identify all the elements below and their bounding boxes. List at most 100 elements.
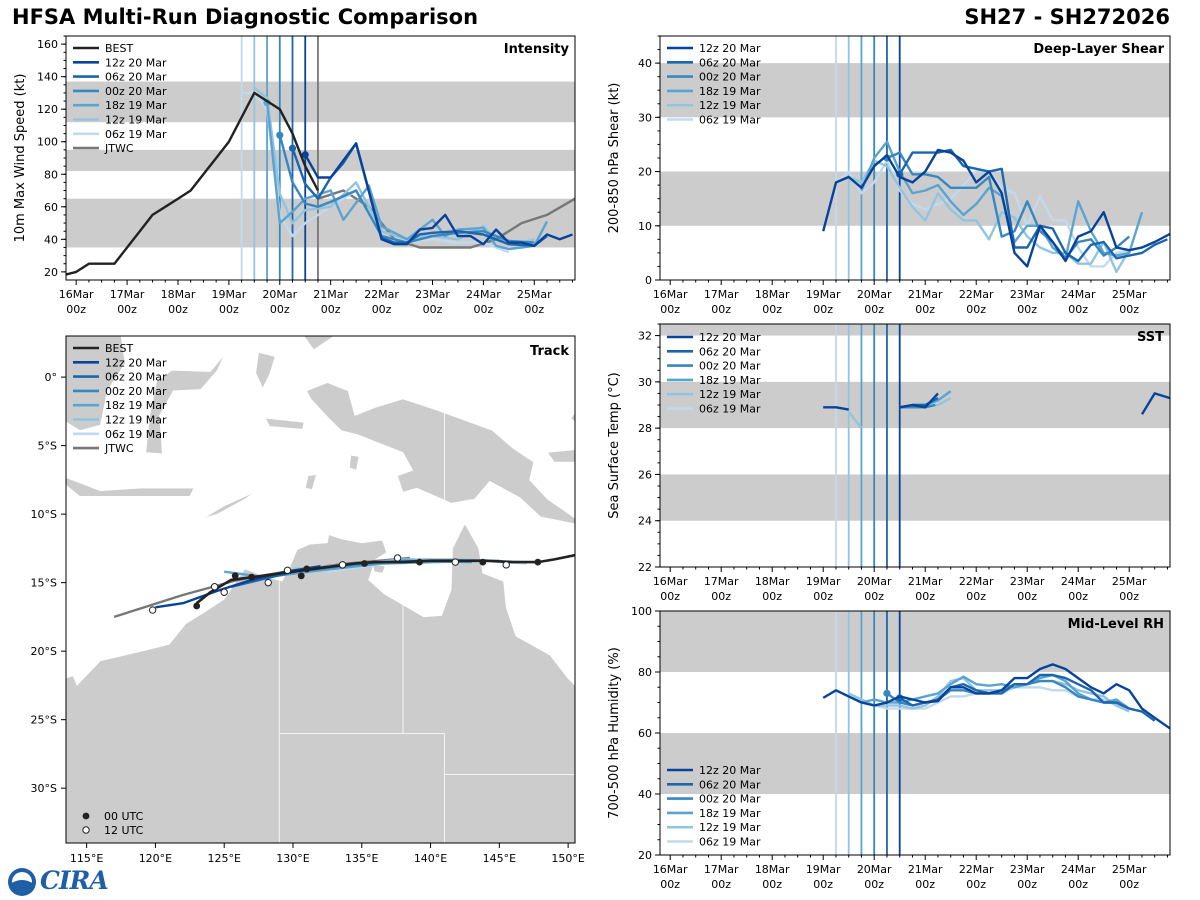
rh-ytick-label-1: 40 bbox=[638, 788, 652, 801]
sst-xtick-day-2: 18Mar bbox=[755, 575, 790, 588]
intensity-xtick-day-5: 21Mar bbox=[313, 288, 348, 301]
land-mass-7 bbox=[66, 477, 195, 497]
track-point-00utc-0 bbox=[534, 558, 542, 566]
intensity-ytick-label-1: 40 bbox=[44, 233, 58, 246]
track-point-00utc-5 bbox=[248, 573, 256, 581]
track-point-00utc-6 bbox=[193, 602, 201, 610]
track-xtick-label-5: 140°E bbox=[414, 852, 447, 865]
sst-xtick-hour-8: 00z bbox=[1068, 590, 1088, 603]
intensity-legend-label-5: 12z 19 Mar bbox=[105, 114, 167, 127]
sst-legend-label-4: 12z 19 Mar bbox=[699, 388, 761, 401]
sst-frame bbox=[659, 323, 1171, 568]
land-mass-4 bbox=[255, 352, 276, 389]
shear-title: Deep-Layer Shear bbox=[1033, 42, 1164, 57]
sst-xtick-hour-2: 00z bbox=[762, 590, 782, 603]
shear-series-run_12z19-1 bbox=[848, 159, 1131, 274]
rh-xtick-day-1: 17Mar bbox=[704, 863, 739, 876]
shear-ytick-label-2: 20 bbox=[638, 166, 652, 179]
intensity-xtick-day-6: 22Mar bbox=[364, 288, 399, 301]
intensity-xtick-day-1: 17Mar bbox=[110, 288, 145, 301]
shear-xtick-day-1: 17Mar bbox=[704, 288, 739, 301]
shear-xtick-hour-1: 00z bbox=[711, 303, 731, 316]
shear-xtick-day-7: 23Mar bbox=[1010, 288, 1045, 301]
rh-series-run_12z19-1 bbox=[848, 676, 1130, 713]
track-xtick-label-6: 145°E bbox=[483, 852, 516, 865]
shear-xtick-hour-6: 00z bbox=[966, 303, 986, 316]
track-legend-label-7: JTWC bbox=[104, 442, 134, 455]
intensity-legend-label-0: BEST bbox=[105, 42, 133, 55]
rh-point-run_00z20 bbox=[883, 689, 891, 697]
track-marker-legend-12-label: 12 UTC bbox=[104, 824, 144, 837]
intensity-legend-label-1: 12z 20 Mar bbox=[105, 56, 167, 69]
track-point-00utc-1 bbox=[479, 558, 487, 566]
track-frame bbox=[65, 335, 576, 844]
intensity-xtick-hour-5: 00z bbox=[321, 303, 341, 316]
track-ytick-label-0: 0° bbox=[45, 371, 58, 384]
rh-xtick-hour-8: 00z bbox=[1068, 878, 1088, 891]
shear-ytick-label-3: 30 bbox=[638, 111, 652, 124]
sst-plot-area bbox=[660, 324, 1170, 567]
intensity-series-run_06z20-5 bbox=[291, 142, 548, 248]
sst-ytick-label-2: 26 bbox=[638, 468, 652, 481]
cira-logo: CIRA bbox=[40, 866, 109, 895]
rh-title: Mid-Level RH bbox=[1068, 617, 1164, 632]
land-mass-13 bbox=[372, 564, 386, 574]
track-point-00utc-7 bbox=[297, 572, 305, 580]
rh-xtick-day-0: 16Mar bbox=[653, 863, 688, 876]
page-title: HFSA Multi-Run Diagnostic Comparison bbox=[12, 5, 479, 29]
shear-series-run_06z19-0 bbox=[835, 159, 1143, 268]
sst-xtick-day-9: 25Mar bbox=[1112, 575, 1147, 588]
intensity-xtick-hour-6: 00z bbox=[372, 303, 392, 316]
land-mass-12 bbox=[305, 474, 317, 490]
sst-xtick-hour-4: 00z bbox=[864, 590, 884, 603]
sst-series-run_12z20-8 bbox=[823, 406, 849, 411]
intensity-series-best-7 bbox=[66, 91, 320, 276]
intensity-xtick-day-2: 18Mar bbox=[161, 288, 196, 301]
track-ytick-label-1: 5°S bbox=[38, 440, 57, 453]
rh-plot-area bbox=[660, 611, 1170, 855]
sst-series-run_12z20-7 bbox=[899, 392, 939, 409]
rh-ytick-label-4: 100 bbox=[631, 605, 652, 618]
shear-xtick-day-3: 19Mar bbox=[806, 288, 841, 301]
sst-xtick-day-1: 17Mar bbox=[704, 575, 739, 588]
track-xtick-label-0: 115°E bbox=[70, 852, 103, 865]
shear-ytick-label-4: 40 bbox=[638, 57, 652, 70]
track-point-12utc-3 bbox=[338, 561, 347, 569]
sst-title: SST bbox=[1137, 330, 1164, 345]
intensity-legend-label-4: 18z 19 Mar bbox=[105, 99, 167, 112]
shear-xtick-hour-2: 00z bbox=[762, 303, 782, 316]
intensity-xtick-hour-7: 00z bbox=[423, 303, 443, 316]
intensity-xtick-hour-9: 00z bbox=[524, 303, 544, 316]
rh-band-1 bbox=[660, 611, 1170, 672]
land-mass-0 bbox=[66, 523, 575, 843]
rh-ylabel: 700-500 hPa Humidity (%) bbox=[607, 647, 622, 819]
rh-xtick-hour-2: 00z bbox=[762, 878, 782, 891]
shear-xtick-day-2: 18Mar bbox=[755, 288, 790, 301]
storm-id: SH27 - SH272026 bbox=[964, 5, 1170, 29]
track-legend-label-0: BEST bbox=[105, 342, 133, 355]
intensity-xtick-hour-8: 00z bbox=[473, 303, 493, 316]
sst-series-run_12z20-6 bbox=[1140, 392, 1170, 415]
intensity-band-1 bbox=[66, 149, 575, 172]
rh-xtick-hour-0: 00z bbox=[660, 878, 680, 891]
shear-panel: 0 10 20 30 40 16Mar 00z 17Mar 00z 18Mar 00z 19Mar 00… bbox=[607, 35, 1171, 316]
shear-ytick-label-0: 0 bbox=[645, 274, 652, 287]
intensity-ytick-label-3: 80 bbox=[44, 168, 58, 181]
rh-xtick-hour-6: 00z bbox=[966, 878, 986, 891]
land-mass-1 bbox=[306, 382, 575, 525]
shear-legend-label-3: 18z 19 Mar bbox=[699, 85, 761, 98]
sst-xtick-hour-6: 00z bbox=[966, 590, 986, 603]
intensity-xtick-day-0: 16Mar bbox=[59, 288, 94, 301]
shear-plot-area bbox=[660, 36, 1170, 280]
shear-series-run_12z20-5 bbox=[822, 148, 1170, 268]
intensity-legend-label-2: 06z 20 Mar bbox=[105, 71, 167, 84]
track-point-12utc-0 bbox=[502, 561, 510, 569]
intensity-xtick-day-3: 19Mar bbox=[211, 288, 246, 301]
sst-series-run_12z19-2 bbox=[847, 411, 863, 429]
rh-xtick-hour-4: 00z bbox=[864, 878, 884, 891]
rh-xtick-hour-9: 00z bbox=[1119, 878, 1139, 891]
shear-legend-label-4: 12z 19 Mar bbox=[699, 99, 761, 112]
rh-legend-label-2: 00z 20 Mar bbox=[699, 793, 761, 806]
shear-band-1 bbox=[660, 63, 1170, 118]
